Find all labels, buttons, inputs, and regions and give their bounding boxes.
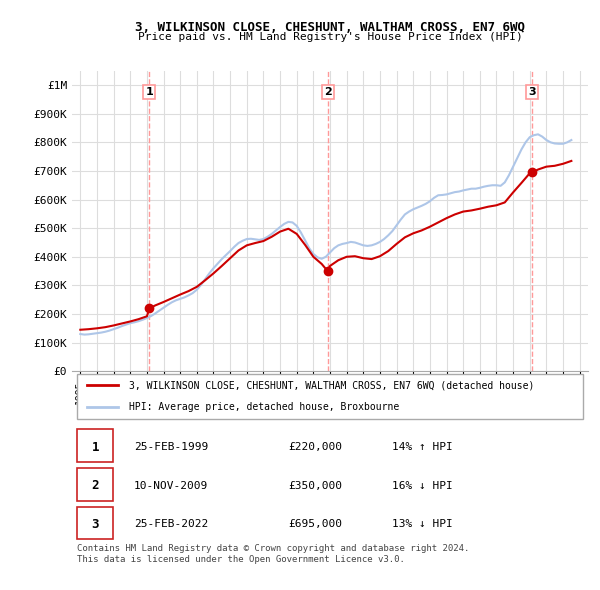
FancyBboxPatch shape bbox=[77, 430, 113, 462]
Text: 16% ↓ HPI: 16% ↓ HPI bbox=[392, 481, 452, 490]
FancyBboxPatch shape bbox=[77, 373, 583, 419]
FancyBboxPatch shape bbox=[77, 468, 113, 501]
Text: 13% ↓ HPI: 13% ↓ HPI bbox=[392, 519, 452, 529]
Text: 3, WILKINSON CLOSE, CHESHUNT, WALTHAM CROSS, EN7 6WQ: 3, WILKINSON CLOSE, CHESHUNT, WALTHAM CR… bbox=[135, 21, 525, 34]
Text: Price paid vs. HM Land Registry's House Price Index (HPI): Price paid vs. HM Land Registry's House … bbox=[137, 32, 523, 42]
Text: 25-FEB-2022: 25-FEB-2022 bbox=[134, 519, 208, 529]
Text: HPI: Average price, detached house, Broxbourne: HPI: Average price, detached house, Brox… bbox=[129, 402, 399, 412]
Text: £695,000: £695,000 bbox=[289, 519, 343, 529]
Text: 3: 3 bbox=[529, 87, 536, 97]
Text: 1: 1 bbox=[146, 87, 153, 97]
Text: 14% ↑ HPI: 14% ↑ HPI bbox=[392, 442, 452, 452]
Text: 2: 2 bbox=[324, 87, 332, 97]
Text: 3, WILKINSON CLOSE, CHESHUNT, WALTHAM CROSS, EN7 6WQ (detached house): 3, WILKINSON CLOSE, CHESHUNT, WALTHAM CR… bbox=[129, 380, 534, 390]
Text: 25-FEB-1999: 25-FEB-1999 bbox=[134, 442, 208, 452]
Text: Contains HM Land Registry data © Crown copyright and database right 2024.
This d: Contains HM Land Registry data © Crown c… bbox=[77, 544, 470, 563]
Text: 10-NOV-2009: 10-NOV-2009 bbox=[134, 481, 208, 490]
Text: 3: 3 bbox=[91, 517, 99, 530]
Text: 2: 2 bbox=[91, 479, 99, 492]
Text: 1: 1 bbox=[91, 441, 99, 454]
Text: £350,000: £350,000 bbox=[289, 481, 343, 490]
FancyBboxPatch shape bbox=[77, 507, 113, 539]
Text: £220,000: £220,000 bbox=[289, 442, 343, 452]
